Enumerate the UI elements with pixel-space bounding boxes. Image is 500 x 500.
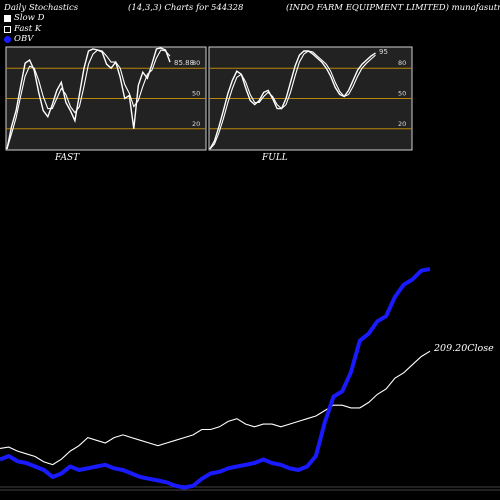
legend-obv-label: OBV <box>14 34 34 44</box>
full-level-80-label: 80 <box>398 59 406 67</box>
close-series-line <box>0 350 431 466</box>
chart-title-left: Daily Stochastics <box>4 3 79 13</box>
full-panel-label: FULL <box>262 153 288 163</box>
fast-last-value-label: 85.88 <box>174 59 194 67</box>
full-series-0-line <box>209 50 376 150</box>
legend-slow-d-swatch <box>4 14 11 22</box>
legend-fast-k: Fast K <box>4 24 41 34</box>
legend-fast-k-swatch <box>4 25 11 33</box>
chart-title-right: (INDO FARM EQUIPMENT LIMITED) munafasutr… <box>286 3 500 13</box>
close-value-label: 209.20Close <box>433 343 494 354</box>
legend-obv: OBV <box>4 34 33 44</box>
full-last-value-label: 95 <box>379 48 388 56</box>
fast-series-0-line <box>6 47 171 150</box>
full-series-1-line <box>209 50 376 150</box>
legend-slow-d: Slow D <box>4 13 44 23</box>
full-level-20-label: 20 <box>398 120 406 128</box>
chart-title-mid: (14,3,3) Charts for 544328 <box>128 3 244 13</box>
fast-level-50-label: 50 <box>192 90 200 98</box>
obv-series-line <box>0 267 431 490</box>
legend-fast-k-label: Fast K <box>14 24 42 34</box>
legend-obv-swatch <box>4 35 11 43</box>
fast-level-80-label: 80 <box>192 59 200 67</box>
fast-series-1-line <box>6 49 171 150</box>
fast-panel-label: FAST <box>55 153 80 163</box>
legend-slow-d-label: Slow D <box>14 13 45 23</box>
full-level-50-label: 50 <box>398 90 406 98</box>
fast-level-20-label: 20 <box>192 120 200 128</box>
